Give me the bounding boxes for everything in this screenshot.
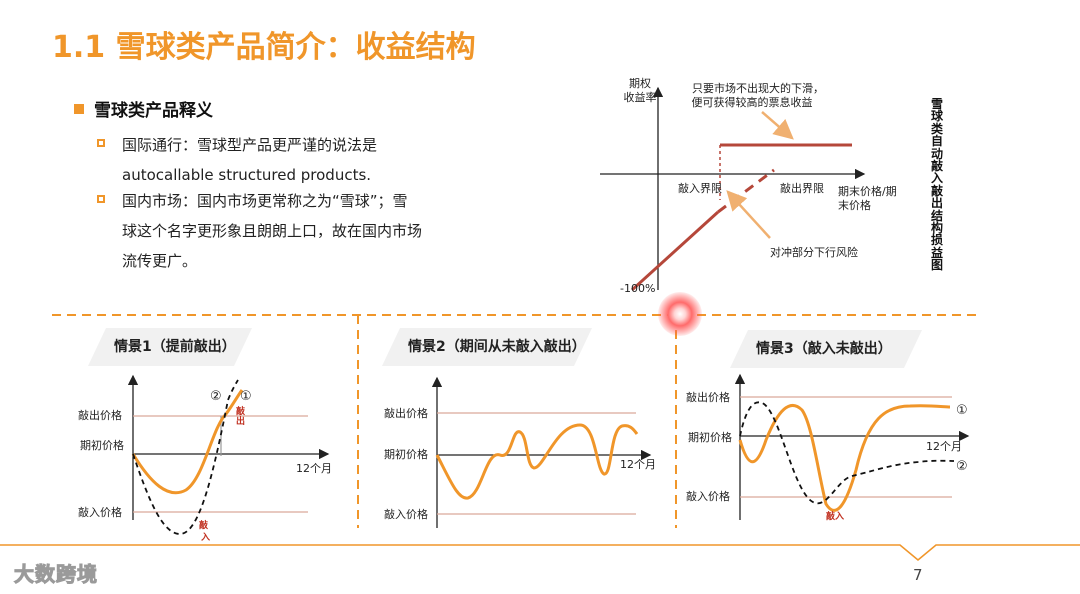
s3-path-2 xyxy=(739,401,955,504)
note-bottom: 对冲部分下行风险 xyxy=(770,245,858,259)
logo-text: 大数跨境 xyxy=(14,562,98,587)
footer-line xyxy=(0,544,1080,562)
payoff-side-title: 雪球类自动敲入敲出结构损益图 xyxy=(930,97,943,273)
s1-ko-mark-2: 出 xyxy=(236,415,245,427)
s1-ko-label: 敲出价格 xyxy=(78,408,122,422)
y-label-2: 收益率 xyxy=(624,90,657,104)
s1-path-1 xyxy=(131,389,244,495)
section-heading: 雪球类产品释义 xyxy=(74,96,213,121)
s2-path xyxy=(435,423,639,500)
bullet-line: 国内市场：国内市场更常称之为“雪球”；雪 xyxy=(122,192,408,210)
s3-path-1 xyxy=(738,403,951,512)
s1-ki-mark-1: 敲 xyxy=(199,519,209,531)
section-heading-text: 雪球类产品释义 xyxy=(94,101,213,121)
s3-init-label: 期初价格 xyxy=(688,430,732,444)
loss-payoff-line xyxy=(630,210,720,292)
payoff-diagram: 期权 收益率 只要市场不出现大的下滑， 便可获得较高的票息收益 敲入界限 敲出界… xyxy=(600,77,897,295)
s1-x-label: 12个月 xyxy=(296,462,332,475)
scenario-1-tag: 情景1（提前敲出） xyxy=(88,328,252,366)
y-label-1: 期权 xyxy=(629,77,651,90)
page-number: 7 xyxy=(913,566,923,584)
s3-ko-label: 敲出价格 xyxy=(686,390,730,404)
bullet-line: 国际通行：雪球型产品更严谨的说法是 xyxy=(122,136,378,154)
scenario-3-chart: 敲出价格 期初价格 敲入价格 12个月 ① ② 敲入 xyxy=(686,373,970,522)
cursor-glow xyxy=(658,292,702,336)
square-bullet-icon xyxy=(74,104,84,114)
knock-out-label: 敲出界限 xyxy=(780,181,824,195)
bullet-domestic: 国内市场：国内市场更常称之为“雪球”；雪 球这个名字更形象且朗朗上口，故在国内市… xyxy=(97,186,480,276)
s3-ki-mark: 敲入 xyxy=(826,510,844,522)
s3-x-label: 12个月 xyxy=(926,440,962,453)
s3-marker-2: ② xyxy=(956,459,968,474)
s1-marker-2: ② xyxy=(210,389,222,404)
minus-100-label: -100% xyxy=(620,282,655,295)
brand-logo: 大数跨境 xyxy=(14,558,98,587)
scenario-2-chart: 敲出价格 期初价格 敲入价格 12个月 xyxy=(384,376,656,528)
s1-ki-label: 敲入价格 xyxy=(78,505,122,519)
scenario-2-tag: 情景2（期间从未敲入敲出） xyxy=(382,328,592,366)
hollow-square-icon xyxy=(97,195,105,203)
note-top-2: 便可获得较高的票息收益 xyxy=(692,95,813,109)
arrow-to-hedge xyxy=(726,190,771,239)
hollow-square-icon xyxy=(97,139,105,147)
arrow-to-coupon xyxy=(761,111,794,140)
bullet-line: 球这个名字更形象且朗朗上口，故在国内市场 xyxy=(122,222,423,240)
page-title: 1.1 雪球类产品简介：收益结构 xyxy=(52,30,476,65)
s2-init-label: 期初价格 xyxy=(384,447,428,461)
s1-marker-1: ① xyxy=(240,389,252,404)
s1-init-label: 期初价格 xyxy=(80,438,124,452)
s1-ki-mark-2: 入 xyxy=(200,532,210,543)
s3-ki-label: 敲入价格 xyxy=(686,489,730,503)
s1-ko-mark-1: 敲 xyxy=(236,405,246,417)
x-label-1: 期末价格/期 xyxy=(838,184,897,198)
s2-ki-label: 敲入价格 xyxy=(384,507,428,521)
s2-x-label: 12个月 xyxy=(620,458,656,471)
bullet-line: autocallable structured products. xyxy=(122,166,372,184)
loss-payoff-dashed xyxy=(717,168,775,214)
bullet-line: 流传更广。 xyxy=(122,252,198,270)
knock-in-label: 敲入界限 xyxy=(678,181,722,195)
x-label-2: 末价格 xyxy=(838,198,871,212)
s2-ko-label: 敲出价格 xyxy=(384,406,428,420)
note-top-1: 只要市场不出现大的下滑， xyxy=(692,81,824,95)
scenario-1-chart: 敲出价格 期初价格 敲入价格 12个月 ② ① 敲 出 敲 入 xyxy=(78,374,332,543)
s1-path-2 xyxy=(132,379,239,535)
scenario-3-tag: 情景3（敲入未敲出） xyxy=(730,330,922,368)
s3-marker-1: ① xyxy=(956,403,968,418)
bullet-international: 国际通行：雪球型产品更严谨的说法是 autocallable structure… xyxy=(97,130,480,190)
